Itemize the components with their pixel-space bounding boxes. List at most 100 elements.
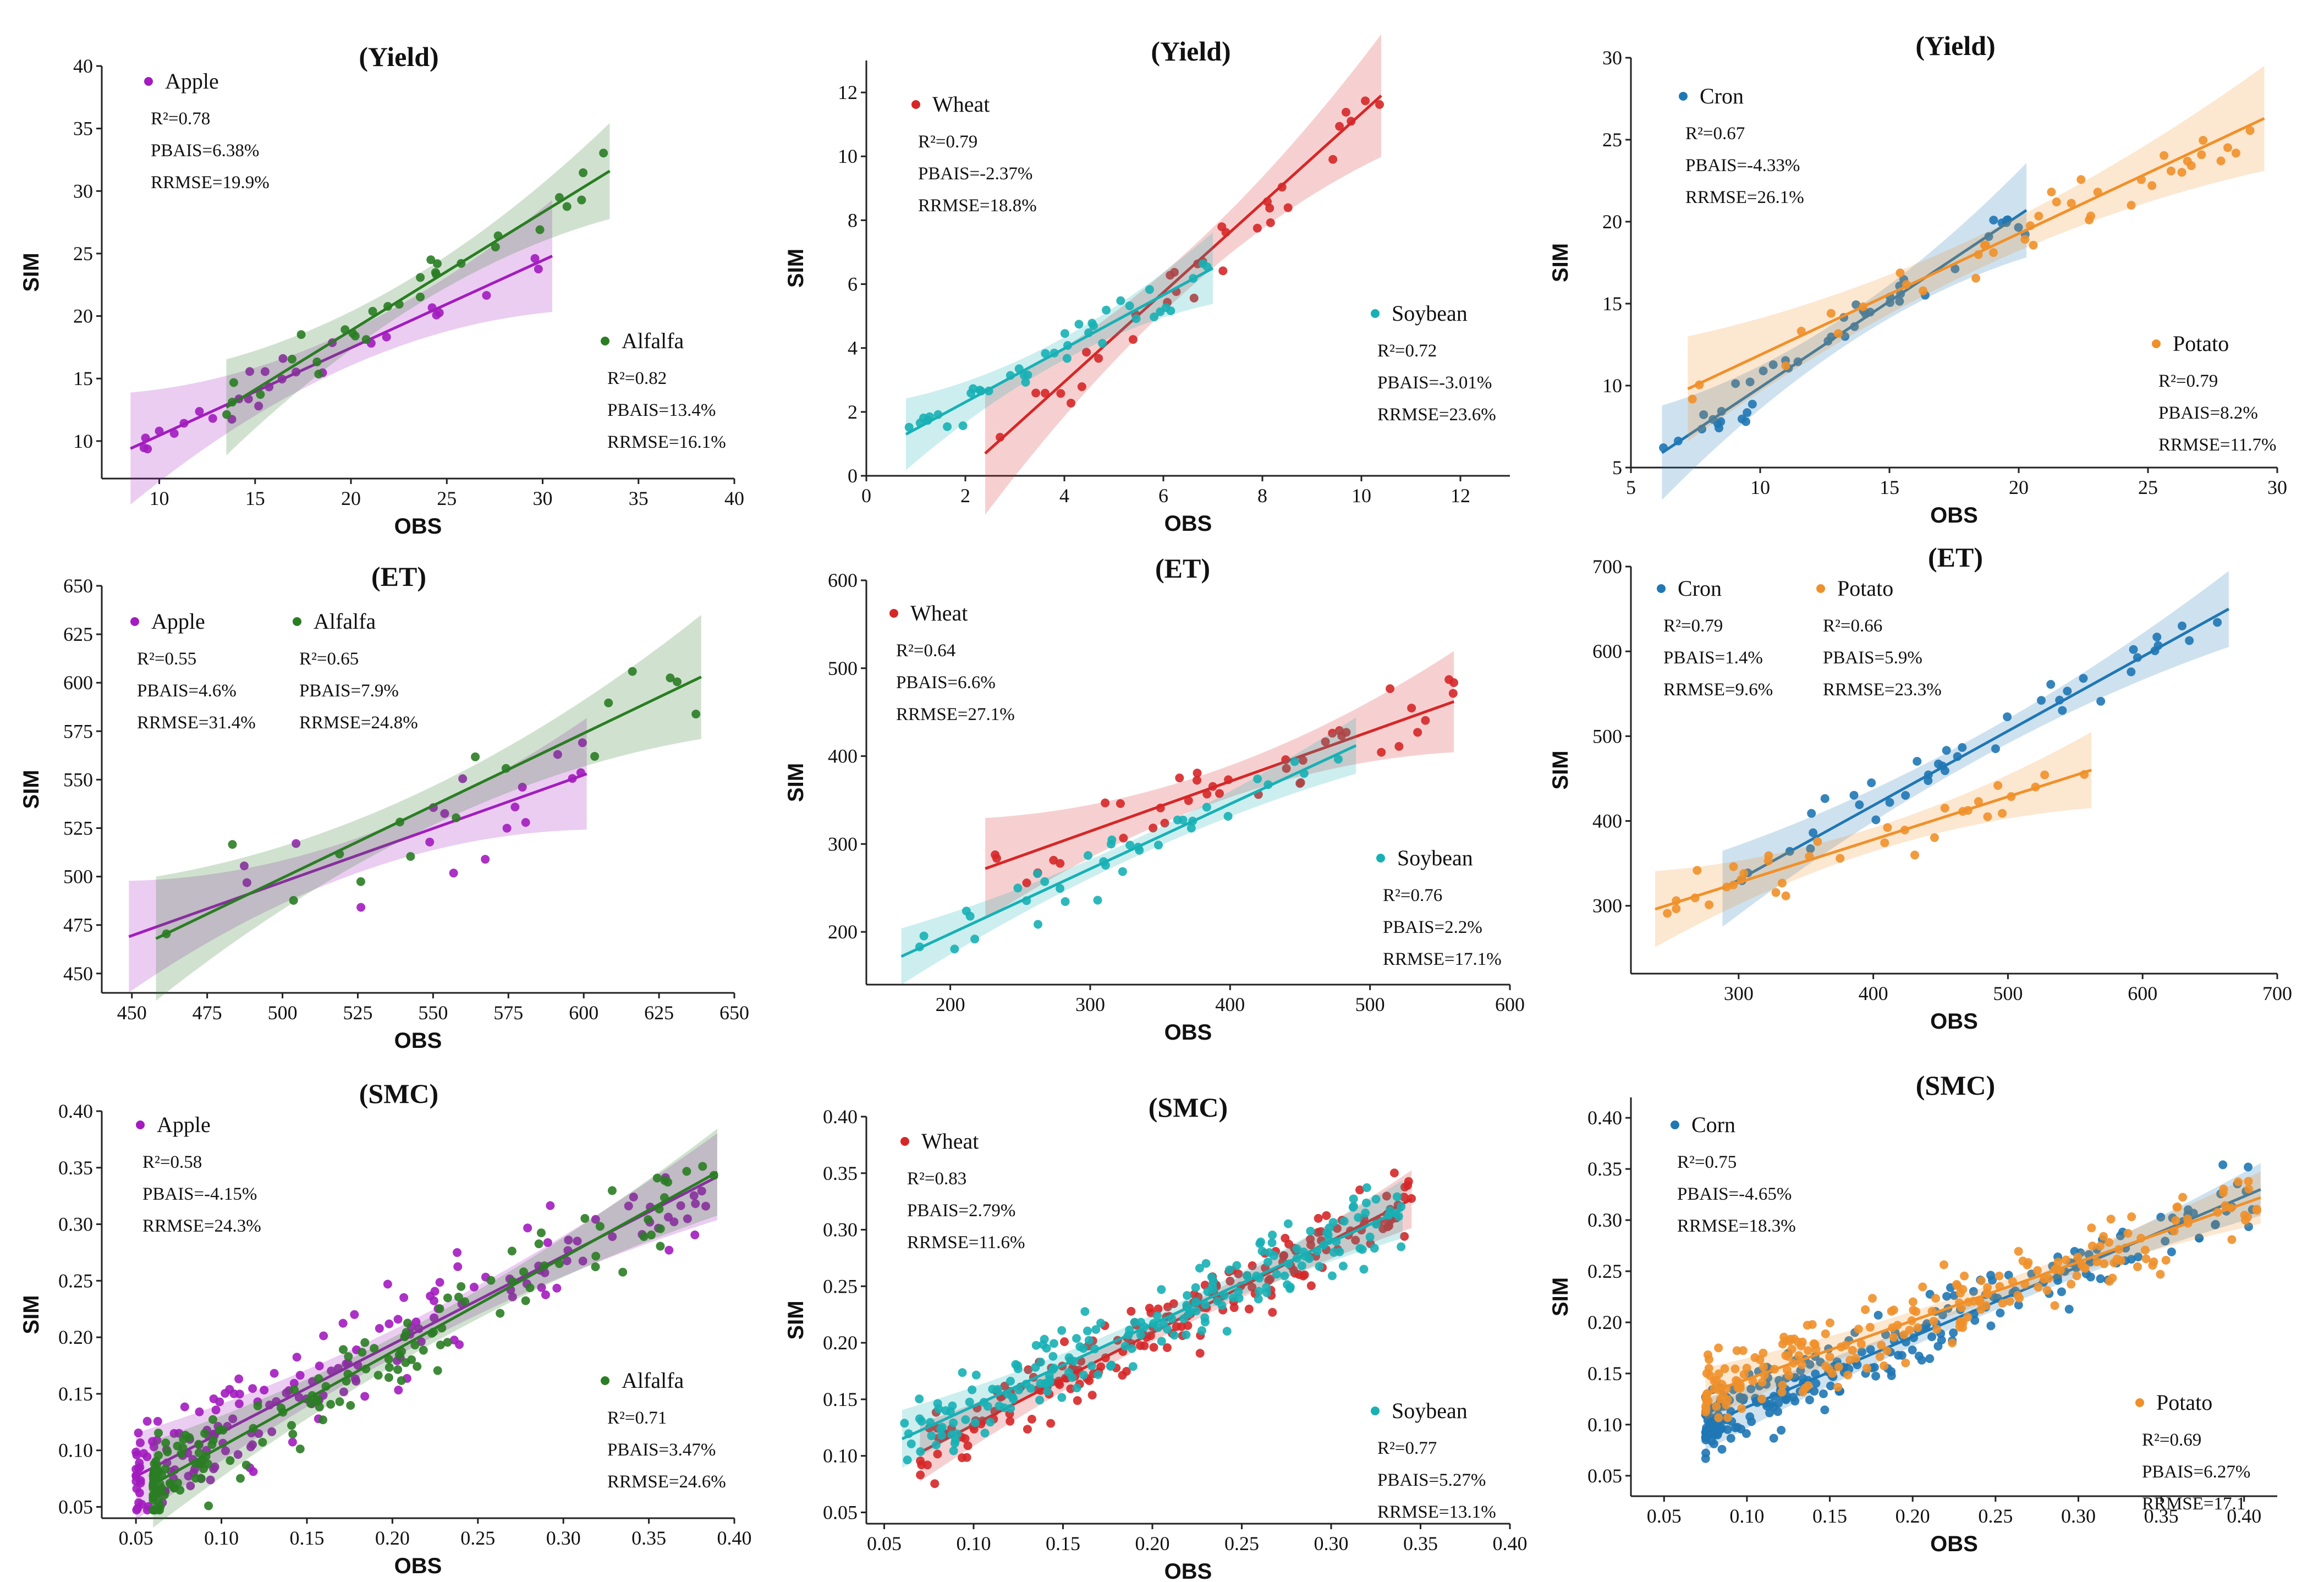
scatter-point — [666, 673, 675, 683]
scatter-point — [2058, 706, 2067, 715]
scatter-point — [1362, 1183, 1371, 1193]
scatter-point — [1901, 1358, 1910, 1367]
legend-apple: Apple R²=0.55 PBAIS=4.6% RRMSE=31.4% — [130, 609, 256, 733]
scatter-point — [1663, 909, 1672, 918]
scatter-point — [1386, 684, 1395, 693]
legend-stat: RRMSE=27.1% — [896, 705, 1015, 724]
scatter-point — [314, 370, 323, 379]
scatter-point — [399, 1293, 409, 1302]
scatter-point — [590, 752, 600, 761]
scatter-point — [971, 1370, 981, 1380]
scatter-point — [1096, 1319, 1106, 1328]
scatter-point — [639, 1232, 649, 1242]
scatter-point — [443, 1293, 452, 1303]
scatter-point — [1794, 1351, 1804, 1360]
scatter-point — [1448, 689, 1458, 698]
legend-stat: R²=0.75 — [1677, 1152, 1737, 1172]
regression-line — [1661, 209, 2028, 454]
chart-title: (SMC) — [1916, 1070, 1995, 1101]
scatter-point — [1060, 329, 1069, 338]
x-tick-label: 0 — [861, 485, 871, 507]
x-tick-label: 0.40 — [2227, 1505, 2261, 1527]
x-tick-label: 30 — [2267, 476, 2287, 498]
legend-stat: PBAIS=-4.65% — [1677, 1184, 1792, 1204]
scatter-point — [1338, 1261, 1348, 1271]
scatter-point — [1413, 728, 1422, 737]
legend-stat: R²=0.58 — [142, 1152, 202, 1172]
scatter-point — [1328, 728, 1337, 738]
scatter-point — [1008, 1393, 1018, 1402]
legend-label: Corn — [1691, 1112, 1735, 1137]
scatter-point — [1995, 1271, 2004, 1281]
scatter-point — [958, 421, 968, 430]
scatter-point — [1305, 1254, 1314, 1264]
scatter-point — [1987, 1276, 1997, 1285]
scatter-point — [339, 1387, 348, 1397]
legend-marker — [1376, 854, 1385, 863]
scatter-point — [294, 1393, 304, 1402]
scatter-point — [1218, 266, 1228, 276]
series-soybean — [904, 232, 1214, 470]
scatter-point — [1932, 1325, 1942, 1334]
scatter-point — [375, 1324, 384, 1333]
scatter-point — [1958, 743, 1967, 752]
x-axis-title: OBS — [394, 514, 442, 539]
x-tick-label: 500 — [268, 1002, 298, 1024]
scatter-point — [1128, 1362, 1138, 1371]
y-tick-label: 575 — [63, 720, 93, 742]
scatter-point — [2057, 1287, 2066, 1297]
legend-stat: RRMSE=19.9% — [151, 173, 270, 193]
scatter-point — [1021, 377, 1030, 387]
scatter-point — [1732, 1346, 1741, 1355]
scatter-point — [1757, 1394, 1766, 1404]
scatter-point — [1013, 883, 1023, 893]
scatter-point — [1948, 1338, 1957, 1348]
y-tick-label: 40 — [73, 55, 93, 77]
y-tick-label: 25 — [73, 243, 93, 265]
x-tick-label: 575 — [493, 1002, 523, 1024]
legend-stat: RRMSE=16.1% — [607, 432, 726, 452]
scatter-point — [607, 1186, 617, 1195]
legend-stat: RRMSE=23.6% — [1377, 405, 1496, 425]
scatter-point — [628, 667, 637, 676]
scatter-point — [1976, 1305, 1986, 1314]
scatter-point — [207, 1440, 217, 1449]
scatter-point — [143, 444, 152, 454]
scatter-point — [624, 1201, 633, 1211]
scatter-point — [306, 1399, 315, 1408]
scatter-point — [278, 354, 288, 363]
scatter-point — [233, 1450, 243, 1459]
scatter-point — [312, 357, 322, 366]
scatter-point — [701, 1201, 711, 1211]
y-tick-label: 0.40 — [1587, 1107, 1622, 1129]
x-tick-label: 0.10 — [204, 1527, 239, 1549]
scatter-point — [1885, 798, 1894, 807]
scatter-point — [1328, 155, 1338, 164]
scatter-point — [1107, 835, 1117, 844]
legend-label: Alfalfa — [622, 328, 684, 353]
scatter-point — [194, 1448, 204, 1458]
scatter-point — [1120, 1342, 1130, 1351]
scatter-point — [1925, 1354, 1935, 1363]
legend-label: Wheat — [910, 601, 968, 625]
scatter-point — [1229, 1293, 1238, 1303]
scatter-point — [1222, 1327, 1232, 1336]
scatter-point — [471, 752, 480, 761]
scatter-point — [440, 809, 449, 818]
scatter-point — [1169, 1299, 1178, 1309]
scatter-point — [1327, 1271, 1337, 1281]
scatter-point — [1157, 1285, 1166, 1294]
legend-marker — [911, 100, 920, 109]
scatter-point — [507, 1246, 517, 1256]
x-tick-label: 300 — [1724, 982, 1754, 1004]
legend-marker — [144, 77, 153, 86]
scatter-point — [1836, 854, 1845, 863]
legend-wheat: Wheat R²=0.79 PBAIS=-2.37% RRMSE=18.8% — [911, 92, 1037, 216]
scatter-point — [1284, 1239, 1294, 1249]
scatter-point — [1093, 896, 1102, 905]
scatter-point — [1701, 1448, 1711, 1458]
y-tick-label: 10 — [1602, 375, 1622, 397]
scatter-point — [1153, 1304, 1163, 1314]
scatter-point — [163, 1447, 172, 1457]
scatter-point — [1226, 1276, 1235, 1286]
